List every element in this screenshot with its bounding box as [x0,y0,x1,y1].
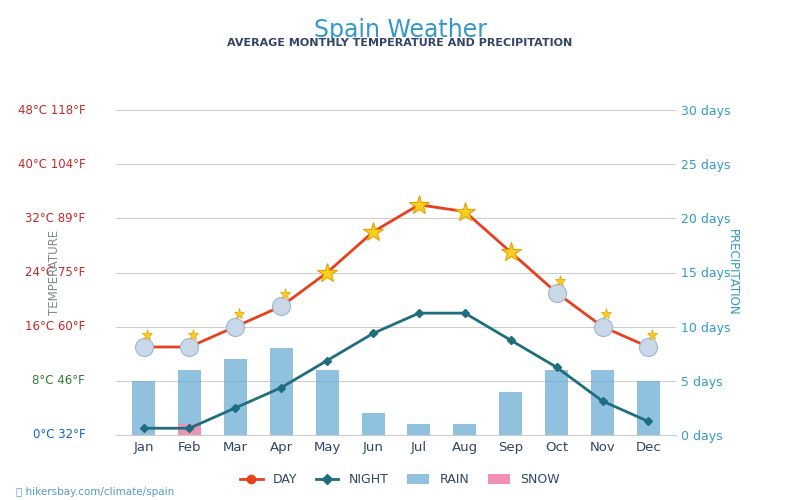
Bar [224,359,247,435]
Text: 40°C 104°F: 40°C 104°F [18,158,85,170]
Bar [270,348,293,435]
Text: 📍 hikersbay.com/climate/spain: 📍 hikersbay.com/climate/spain [16,487,174,497]
Bar [178,370,201,435]
Legend: DAY, NIGHT, RAIN, SNOW: DAY, NIGHT, RAIN, SNOW [235,468,565,491]
Bar [454,424,476,435]
Text: 24°C 75°F: 24°C 75°F [25,266,85,279]
Bar [316,370,338,435]
Bar [545,370,568,435]
Text: TEMPERATURE: TEMPERATURE [48,230,61,315]
Bar [591,370,614,435]
Text: 16°C 60°F: 16°C 60°F [25,320,85,333]
Text: 0°C 32°F: 0°C 32°F [33,428,85,442]
Bar [178,424,201,435]
Text: Spain Weather: Spain Weather [314,18,486,42]
Text: 48°C 118°F: 48°C 118°F [18,104,85,117]
Bar [637,381,660,435]
Text: AVERAGE MONTHLY TEMPERATURE AND PRECIPITATION: AVERAGE MONTHLY TEMPERATURE AND PRECIPIT… [227,38,573,48]
Bar [499,392,522,435]
Text: PRECIPITATION: PRECIPITATION [726,229,738,316]
Text: 32°C 89°F: 32°C 89°F [25,212,85,225]
Bar [132,381,155,435]
Bar [407,424,430,435]
Bar [362,414,385,435]
Text: 8°C 46°F: 8°C 46°F [33,374,85,388]
